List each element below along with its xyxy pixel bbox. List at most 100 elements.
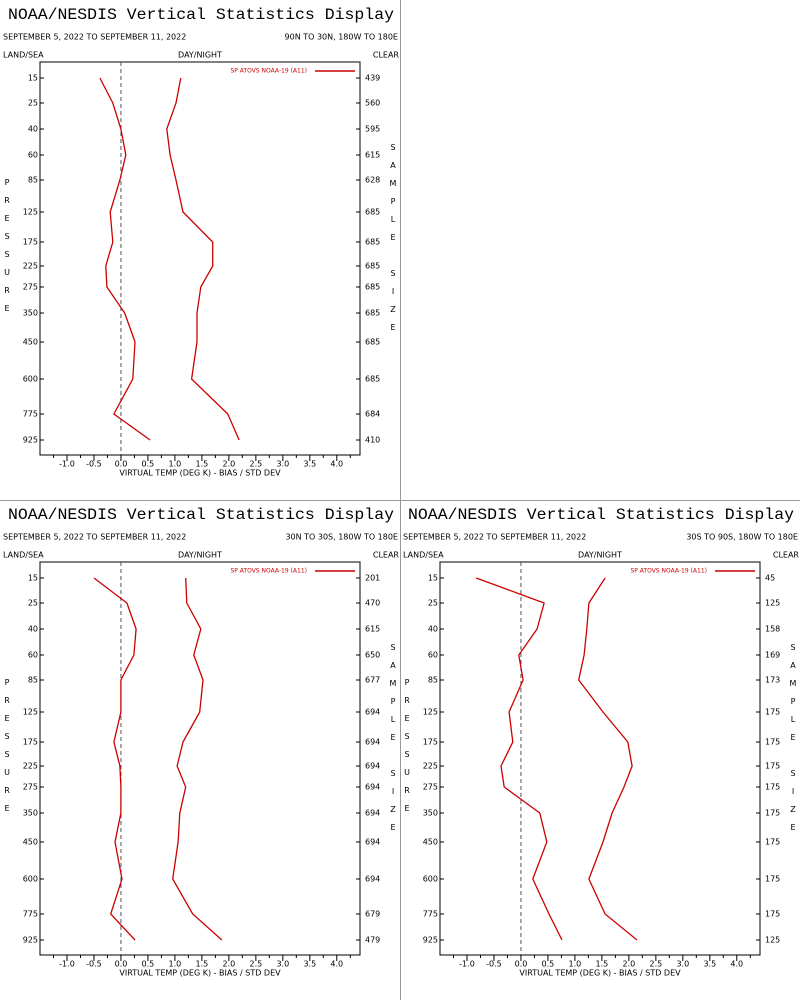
y-tick-label: 25	[28, 99, 38, 108]
sample-size: 175	[765, 783, 780, 792]
y-tick-label: 15	[428, 574, 438, 583]
plot-frame	[39, 61, 361, 456]
x-tick-label: 4.0	[330, 460, 343, 469]
series-line	[578, 577, 638, 941]
y-tick-label: 350	[23, 809, 38, 818]
series-line	[475, 577, 563, 941]
sample-size: 439	[365, 74, 380, 83]
date-range: SEPTEMBER 5, 2022 TO SEPTEMBER 11, 2022	[3, 533, 186, 542]
date-range: SEPTEMBER 5, 2022 TO SEPTEMBER 11, 2022	[403, 533, 586, 542]
sample-size: 201	[365, 574, 380, 583]
y-tick-label: 125	[23, 208, 38, 217]
x-tick-label: -0.5	[86, 960, 102, 969]
y-tick-label: 60	[428, 651, 438, 660]
y-tick-label: 450	[23, 838, 38, 847]
y-tick-label: 350	[23, 309, 38, 318]
x-tick-label: 1.0	[169, 960, 182, 969]
y-tick-label: 15	[28, 74, 38, 83]
clear: CLEAR	[373, 51, 400, 60]
land-sea: LAND/SEA	[3, 51, 44, 60]
x-tick-label: 2.5	[249, 960, 262, 969]
sample-size: 694	[365, 809, 380, 818]
region: 30N TO 30S, 180W TO 180E	[285, 533, 398, 542]
y-tick-label: 175	[23, 238, 38, 247]
x-tick-label: 3.5	[303, 460, 316, 469]
x-tick-label: -0.5	[86, 460, 102, 469]
sample-size: 679	[365, 910, 380, 919]
plot-frame	[39, 561, 361, 956]
sample-size: 595	[365, 125, 380, 134]
sample-size: 685	[365, 208, 380, 217]
panel: NOAA/NESDIS Vertical Statistics Display S…	[3, 506, 399, 977]
series-line	[172, 577, 223, 941]
sample-size: 694	[365, 708, 380, 717]
sample-size: 694	[365, 762, 380, 771]
sample-size: 694	[365, 783, 380, 792]
x-tick-label: 1.0	[569, 960, 582, 969]
sample-size: 560	[365, 99, 380, 108]
y-tick-label: 40	[28, 625, 38, 634]
x-tick-label: 0.5	[542, 960, 555, 969]
x-tick-label: 2.0	[223, 460, 236, 469]
sample-size: 685	[365, 375, 380, 384]
y-tick-label: 600	[23, 375, 38, 384]
y-tick-label: 275	[23, 283, 38, 292]
y-tick-label: 40	[428, 625, 438, 634]
x-tick-label: 0.0	[515, 960, 528, 969]
legend-label: SP ATOVS NOAA-19 (A11)	[230, 68, 307, 75]
plot-frame	[439, 561, 761, 956]
y-tick-label: 15	[28, 574, 38, 583]
x-tick-label: -1.0	[59, 460, 75, 469]
sample-size: 650	[365, 651, 380, 660]
panel-title: NOAA/NESDIS Vertical Statistics Display	[408, 506, 794, 524]
sample-size: 175	[765, 875, 780, 884]
day-night: DAY/NIGHT	[178, 51, 222, 60]
land-sea: LAND/SEA	[3, 551, 44, 560]
x-tick-label: 0.5	[142, 960, 155, 969]
y-tick-label: 85	[28, 676, 38, 685]
sample-size: 158	[765, 625, 780, 634]
x-tick-label: 4.0	[730, 960, 743, 969]
x-tick-label: 4.0	[330, 960, 343, 969]
y-tick-label: 85	[28, 176, 38, 185]
panel: NOAA/NESDIS Vertical Statistics Display S…	[3, 6, 399, 477]
clear: CLEAR	[373, 551, 400, 560]
y-tick-label: 225	[23, 762, 38, 771]
sample-size: 410	[365, 436, 380, 445]
y-tick-label: 85	[428, 676, 438, 685]
y-tick-label: 925	[23, 936, 38, 945]
sample-size: 694	[365, 838, 380, 847]
y-tick-label: 450	[23, 338, 38, 347]
x-tick-label: 1.5	[596, 960, 609, 969]
y-tick-label: 25	[28, 599, 38, 608]
region: 30S TO 90S, 180W TO 180E	[686, 533, 798, 542]
sample-size: 175	[765, 708, 780, 717]
y-tick-label: 175	[423, 738, 438, 747]
sample-size: 694	[365, 738, 380, 747]
sample-size: 694	[365, 875, 380, 884]
y-tick-label: 60	[28, 151, 38, 160]
y-tick-label: 60	[28, 651, 38, 660]
x-tick-label: 1.5	[196, 960, 209, 969]
x-tick-label: -1.0	[59, 960, 75, 969]
sample-size: 615	[365, 151, 380, 160]
sample-size: 684	[365, 410, 380, 419]
x-tick-label: 0.5	[142, 460, 155, 469]
y-tick-label: 275	[23, 783, 38, 792]
panel: NOAA/NESDIS Vertical Statistics Display S…	[403, 506, 799, 977]
x-tick-label: 3.0	[676, 960, 689, 969]
x-tick-label: 3.0	[276, 960, 289, 969]
sample-size: 173	[765, 676, 780, 685]
x-tick-label: 0.0	[115, 460, 128, 469]
y-tick-label: 600	[423, 875, 438, 884]
sample-size: 45	[765, 574, 775, 583]
x-tick-label: -0.5	[486, 960, 502, 969]
sample-size: 169	[765, 651, 780, 660]
x-tick-label: 3.5	[703, 960, 716, 969]
x-axis-label: VIRTUAL TEMP (DEG K) - BIAS / STD DEV	[119, 969, 281, 978]
sample-size: 175	[765, 838, 780, 847]
panel-title: NOAA/NESDIS Vertical Statistics Display	[8, 506, 394, 524]
